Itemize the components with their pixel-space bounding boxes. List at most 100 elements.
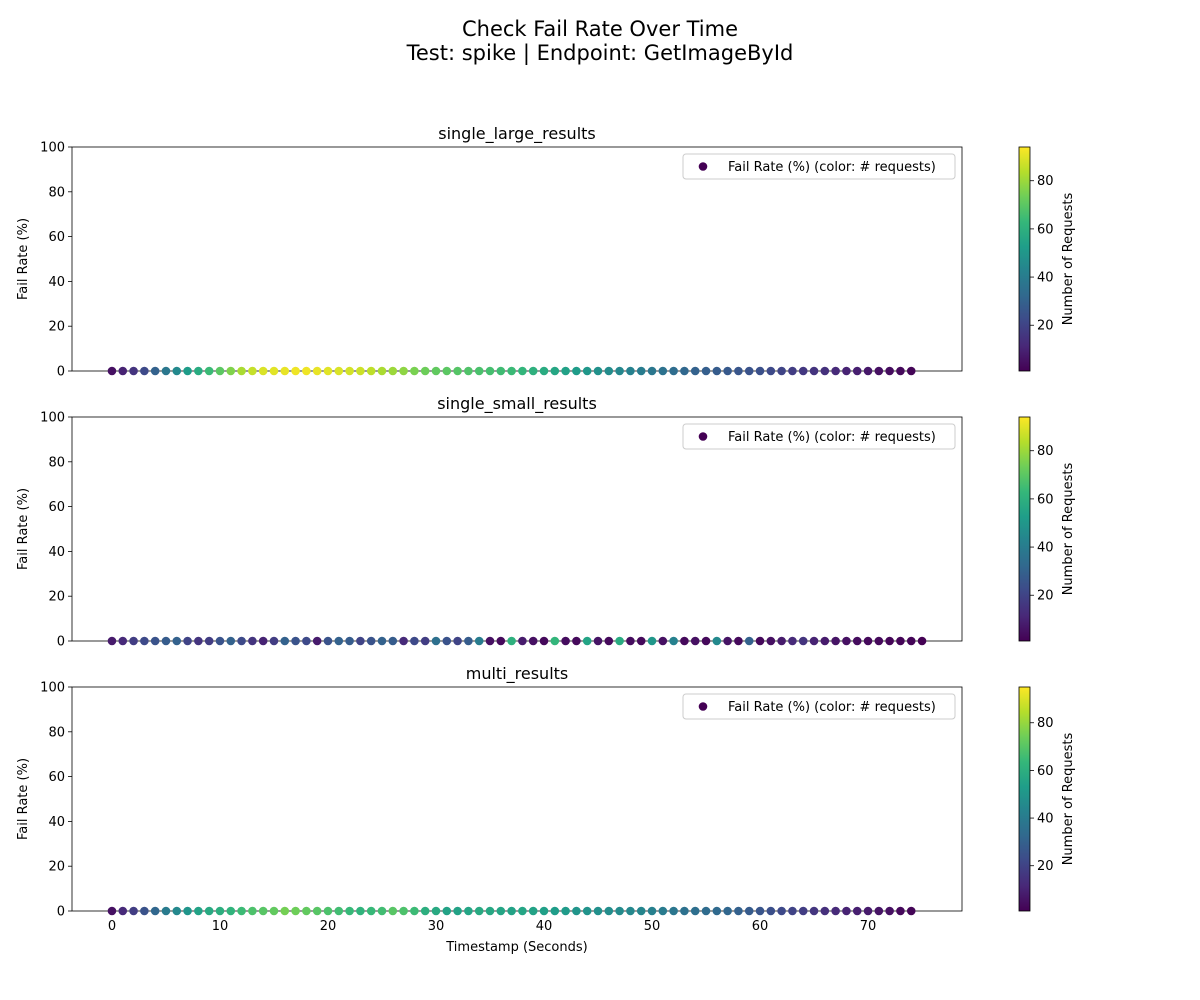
data-point [183,906,192,916]
data-point [885,636,894,646]
data-point [874,636,884,646]
data-point [312,906,322,916]
data-point [842,636,851,646]
data-point [798,636,808,646]
data-point [431,906,441,916]
data-point [226,366,236,376]
data-point [118,366,128,376]
data-point [194,366,203,376]
data-point [388,366,398,376]
data-point [161,366,171,376]
data-point [528,906,538,916]
data-point [323,366,333,376]
data-point [734,906,743,916]
x-tick-label: 20 [320,919,337,934]
y-tick-label: 40 [48,815,65,830]
data-point [658,636,668,646]
colorbar-gradient [1018,146,1031,372]
data-point [701,636,711,646]
colorbar-gradient [1018,416,1031,642]
data-point [140,906,149,916]
data-point [680,366,689,376]
data-point [518,906,527,916]
data-point [518,636,527,646]
data-point [172,636,182,646]
data-point [485,366,495,376]
data-point [593,636,603,646]
y-tick-label: 100 [40,681,65,696]
legend-label: Fail Rate (%) (color: # requests) [728,430,936,445]
x-axis-label: Timestamp (Seconds) [445,940,587,955]
data-point [701,366,711,376]
data-point [442,906,452,916]
data-point [399,366,408,376]
data-point [539,366,549,376]
data-point [647,636,657,646]
y-tick-label: 60 [48,770,65,785]
data-point [377,906,387,916]
data-point [194,636,203,646]
y-axis-label: Fail Rate (%) [16,488,31,570]
data-point [485,906,495,916]
data-point [485,636,495,646]
panel-title: multi_results [466,664,569,684]
data-point [474,906,484,916]
colorbar: 20 40 60 80 Number of Requests [1018,416,1076,642]
data-point [626,366,635,376]
data-point [809,636,819,646]
data-point [755,636,765,646]
legend-marker [698,702,708,711]
data-point [215,636,225,646]
data-point [431,636,441,646]
data-point [561,906,570,916]
data-point [474,636,484,646]
colorbar-gradient [1018,686,1031,912]
data-point [345,366,354,376]
data-point [420,906,430,916]
data-point [248,366,257,376]
data-point [550,366,560,376]
data-point [604,906,614,916]
panel-title: single_large_results [438,124,596,144]
data-point [550,906,560,916]
data-point [334,636,344,646]
data-point [669,636,678,646]
data-point [777,636,786,646]
data-point [669,906,678,916]
data-point [291,906,300,916]
data-point [496,366,506,376]
data-point [615,366,624,376]
legend-marker [698,432,708,441]
plot-area [71,416,963,642]
data-point [302,636,311,646]
colorbar-tick-label: 60 [1037,492,1054,507]
data-point [863,636,873,646]
data-point [410,366,419,376]
data-point [507,906,516,916]
data-point [248,906,257,916]
data-point [323,906,333,916]
colorbar-tick-label: 60 [1037,764,1054,779]
colorbar-tick-label: 20 [1037,589,1054,604]
panel-single-small-results: single_small_results 0 20 40 60 80 100 Fail Rat… [16,394,1076,650]
data-point [312,366,322,376]
colorbar-tick-label: 20 [1037,859,1054,874]
data-point [766,636,776,646]
data-point [626,906,635,916]
data-point [798,366,808,376]
data-point [647,366,657,376]
y-tick-label: 40 [48,545,65,560]
data-point [680,906,689,916]
data-point [766,906,776,916]
data-point [582,366,592,376]
panel-single-large-results: single_large_results 0 20 40 60 80 100 Fail Rat… [16,124,1076,380]
data-point [453,366,462,376]
data-point [734,636,743,646]
data-point [129,906,138,916]
data-point [194,906,203,916]
data-point [410,636,419,646]
y-tick-label: 100 [40,141,65,156]
data-point [150,906,160,916]
data-point [896,366,905,376]
data-points [107,366,916,376]
